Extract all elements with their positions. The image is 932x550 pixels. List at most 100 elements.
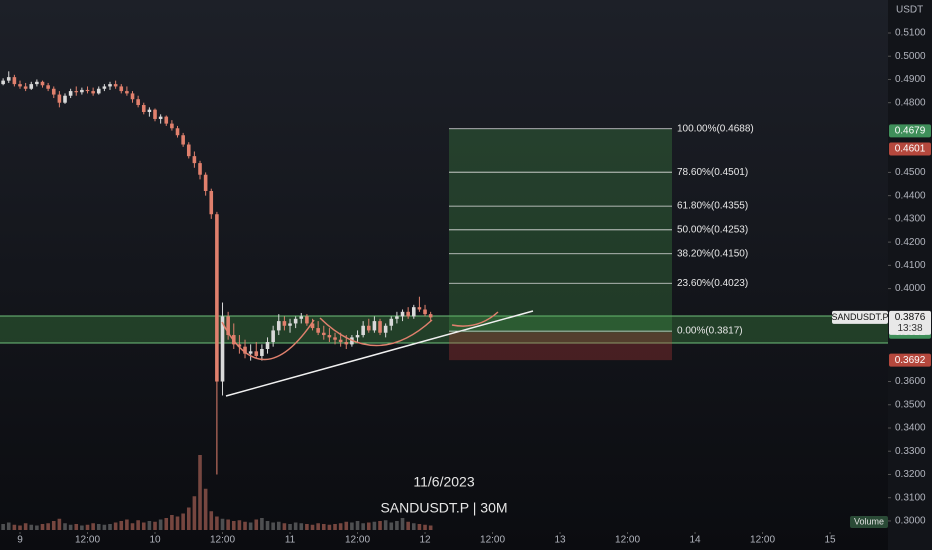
candle-body bbox=[125, 91, 129, 94]
y-tick-label: 0.3500 bbox=[895, 399, 926, 410]
volume-bar bbox=[288, 524, 292, 530]
y-tick-label: 0.5000 bbox=[895, 51, 926, 62]
candle-body bbox=[389, 318, 394, 326]
candle-body bbox=[366, 325, 371, 331]
candle-body bbox=[209, 190, 214, 215]
x-tick-label: 12 bbox=[419, 535, 431, 546]
volume-bar bbox=[316, 523, 320, 530]
candle-body bbox=[321, 332, 326, 336]
x-tick-label: 12:00 bbox=[75, 535, 100, 546]
candle-body bbox=[215, 214, 219, 382]
y-tick-label: 0.4800 bbox=[895, 97, 926, 108]
candle-body bbox=[192, 156, 197, 164]
price-badge-label: 0.4601 bbox=[895, 144, 926, 155]
y-tick-label: 0.4200 bbox=[895, 237, 926, 248]
candle-body bbox=[271, 330, 275, 343]
volume-bar bbox=[299, 523, 304, 530]
fib-label: 0.00%(0.3817) bbox=[677, 326, 743, 337]
volume-bar bbox=[310, 524, 315, 530]
y-tick-label: 0.4900 bbox=[895, 74, 926, 85]
volume-bar bbox=[361, 523, 365, 530]
candle-body bbox=[18, 84, 22, 87]
volume-bar bbox=[355, 521, 360, 530]
volume-bar bbox=[333, 524, 337, 530]
volume-bar bbox=[68, 524, 73, 530]
volume-bar bbox=[181, 513, 185, 530]
candle-body bbox=[181, 135, 185, 145]
watermark-symbol: SANDUSDT.P | 30M bbox=[380, 500, 507, 516]
volume-bar bbox=[372, 521, 377, 530]
cup-curve bbox=[451, 311, 499, 327]
x-tick-label: 12:00 bbox=[750, 535, 775, 546]
fib-label: 23.60%(0.4023) bbox=[677, 278, 748, 289]
candle-body bbox=[400, 311, 405, 317]
volume-bar bbox=[170, 515, 174, 530]
x-tick-label: 12:00 bbox=[210, 535, 235, 546]
candle-body bbox=[220, 316, 225, 382]
volume-bar bbox=[130, 523, 135, 530]
candle-body bbox=[282, 321, 287, 326]
volume-bar bbox=[102, 524, 107, 530]
volume-bar bbox=[282, 523, 287, 530]
volume-bar bbox=[18, 525, 22, 530]
volume-bar bbox=[215, 516, 219, 530]
volume-bar bbox=[147, 521, 152, 530]
x-tick-label: 12:00 bbox=[480, 535, 505, 546]
volume-bar bbox=[96, 524, 101, 530]
y-tick-label: 0.4100 bbox=[895, 260, 926, 271]
y-tick-label: 0.4300 bbox=[895, 214, 926, 225]
candle-body bbox=[428, 314, 433, 318]
candle-body bbox=[130, 93, 135, 100]
candle-body bbox=[248, 351, 253, 354]
candle-body bbox=[203, 174, 208, 191]
price-badge-label: 0.3692 bbox=[895, 355, 926, 366]
volume-bar bbox=[74, 524, 79, 530]
volume-bar bbox=[91, 523, 95, 530]
candle-body bbox=[74, 91, 79, 93]
volume-bar bbox=[35, 525, 39, 530]
cup-curve bbox=[221, 319, 315, 361]
candle-body bbox=[46, 85, 50, 89]
volume-bar bbox=[305, 524, 309, 530]
price-badge bbox=[889, 353, 931, 367]
volume-bar bbox=[423, 524, 427, 530]
volume-bar bbox=[6, 522, 11, 530]
candle-body bbox=[6, 77, 11, 81]
volume-bar bbox=[192, 496, 197, 530]
x-tick-label: 15 bbox=[824, 535, 836, 546]
x-tick-label: 12:00 bbox=[615, 535, 640, 546]
candle-body bbox=[299, 316, 304, 319]
volume-bar bbox=[46, 523, 50, 530]
y-tick-label: 0.3400 bbox=[895, 423, 926, 434]
candle-body bbox=[383, 325, 388, 333]
volume-bar bbox=[248, 522, 253, 530]
fib-label: 61.80%(0.4355) bbox=[677, 201, 748, 212]
symbol-label: SANDUSDT.P bbox=[831, 312, 888, 322]
trend-line bbox=[225, 310, 534, 397]
volume-bar bbox=[23, 523, 28, 530]
symbol-badge bbox=[832, 310, 888, 324]
candle-body bbox=[423, 309, 427, 315]
candle-body bbox=[260, 348, 264, 356]
volume-bar bbox=[209, 511, 214, 530]
candle-body bbox=[417, 307, 422, 310]
axis-unit: USDT bbox=[896, 5, 923, 16]
y-tick-label: 0.4500 bbox=[895, 167, 926, 178]
x-tick-label: 9 bbox=[17, 535, 23, 546]
candle-body bbox=[51, 88, 56, 95]
candle-body bbox=[153, 109, 157, 119]
y-tick-label: 0.4400 bbox=[895, 190, 926, 201]
candle-body bbox=[85, 89, 90, 92]
candle-body bbox=[147, 109, 152, 112]
volume-bar bbox=[417, 524, 422, 530]
price-axis bbox=[888, 0, 932, 550]
volume-bar bbox=[411, 523, 416, 530]
candle-body bbox=[40, 81, 45, 86]
volume-bar bbox=[389, 522, 394, 530]
volume-bar bbox=[400, 518, 405, 530]
volume-bar bbox=[220, 518, 225, 530]
volume-bar bbox=[406, 521, 410, 530]
y-tick-label: 0.3300 bbox=[895, 446, 926, 457]
volume-bar bbox=[57, 518, 62, 530]
